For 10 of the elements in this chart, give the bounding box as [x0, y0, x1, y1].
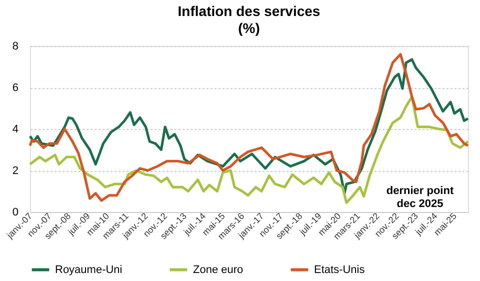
chart-title: Inflation des services — [178, 3, 320, 19]
y-tick-label: 6 — [12, 82, 18, 94]
y-tick-label: 2 — [12, 165, 18, 177]
legend-label: Zone euro — [193, 264, 244, 276]
legend-label: Royaume-Uni — [55, 264, 122, 276]
chart-subtitle: (%) — [238, 20, 260, 36]
legend-label: Etats-Unis — [314, 264, 366, 276]
y-tick-label: 4 — [12, 124, 18, 136]
y-tick-label: 8 — [12, 40, 18, 52]
annotation: dernier point dec 2025 — [386, 185, 454, 210]
